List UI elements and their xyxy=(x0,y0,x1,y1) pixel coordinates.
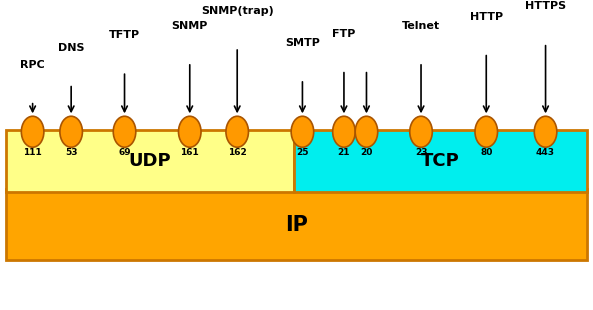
Text: 162: 162 xyxy=(228,148,247,157)
Text: UDP: UDP xyxy=(129,152,171,170)
Text: 80: 80 xyxy=(480,148,492,157)
Text: HTTP: HTTP xyxy=(470,12,503,22)
Text: 69: 69 xyxy=(118,148,131,157)
Ellipse shape xyxy=(226,116,248,147)
Ellipse shape xyxy=(60,116,82,147)
Text: 21: 21 xyxy=(337,148,350,157)
Text: 23: 23 xyxy=(415,148,428,157)
Ellipse shape xyxy=(291,116,314,147)
Text: SMTP: SMTP xyxy=(285,38,320,48)
Ellipse shape xyxy=(333,116,355,147)
Text: 161: 161 xyxy=(180,148,199,157)
Ellipse shape xyxy=(410,116,432,147)
Text: 53: 53 xyxy=(65,148,78,157)
Text: FTP: FTP xyxy=(332,29,356,39)
Text: HTTPS: HTTPS xyxy=(525,1,566,11)
Text: 20: 20 xyxy=(361,148,372,157)
Text: DNS: DNS xyxy=(58,43,84,53)
Ellipse shape xyxy=(475,116,498,147)
Text: SNMP(trap): SNMP(trap) xyxy=(201,6,273,16)
Text: 443: 443 xyxy=(536,148,555,157)
Ellipse shape xyxy=(355,116,378,147)
Text: Telnet: Telnet xyxy=(402,21,440,31)
Bar xyxy=(6,130,294,192)
Text: RPC: RPC xyxy=(20,60,45,70)
Ellipse shape xyxy=(534,116,557,147)
Bar xyxy=(6,189,587,260)
Text: TCP: TCP xyxy=(421,152,460,170)
Text: 25: 25 xyxy=(296,148,309,157)
Text: TFTP: TFTP xyxy=(109,30,140,40)
Text: IP: IP xyxy=(285,215,308,235)
Ellipse shape xyxy=(113,116,136,147)
Ellipse shape xyxy=(178,116,201,147)
Text: 111: 111 xyxy=(23,148,42,157)
Ellipse shape xyxy=(21,116,44,147)
Bar xyxy=(294,130,587,192)
Text: SNMP: SNMP xyxy=(171,21,208,31)
